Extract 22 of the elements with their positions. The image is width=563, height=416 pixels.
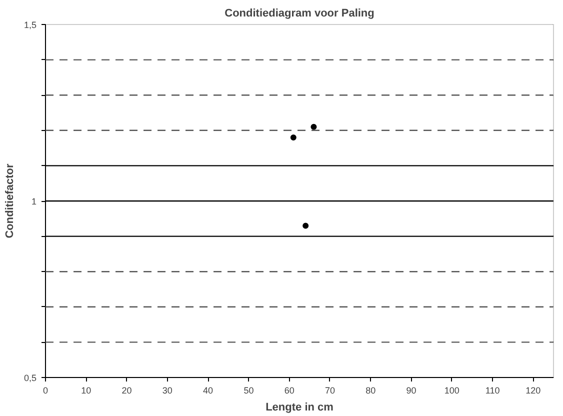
x-tick-label: 80 bbox=[366, 386, 376, 396]
y-axis-title: Conditiefactor bbox=[4, 163, 16, 238]
x-tick-label: 50 bbox=[244, 386, 254, 396]
point bbox=[290, 134, 296, 140]
point bbox=[310, 124, 317, 130]
x-axis-title: Lengte in cm bbox=[266, 402, 334, 414]
x-tick-label: 60 bbox=[284, 386, 294, 396]
y-tick-label: 1 bbox=[31, 196, 37, 206]
y-tick-label: 0,5 bbox=[24, 373, 37, 383]
x-tick-label: 70 bbox=[324, 386, 335, 396]
point bbox=[302, 222, 309, 229]
x-tick-label: 100 bbox=[444, 386, 460, 396]
x-tick-label: 30 bbox=[162, 386, 172, 396]
x-tick-label: 0 bbox=[42, 386, 48, 396]
x-tick-label: 110 bbox=[485, 386, 500, 396]
x-tick-label: 20 bbox=[122, 386, 132, 396]
x-tick-label: 10 bbox=[81, 386, 92, 396]
y-tick-label: 1,5 bbox=[24, 20, 37, 30]
x-tick-label: 90 bbox=[406, 386, 416, 396]
x-tick-label: 120 bbox=[526, 386, 541, 396]
chart-title: Conditiediagram voor Paling bbox=[224, 8, 374, 20]
x-tick-label: 40 bbox=[203, 386, 214, 396]
